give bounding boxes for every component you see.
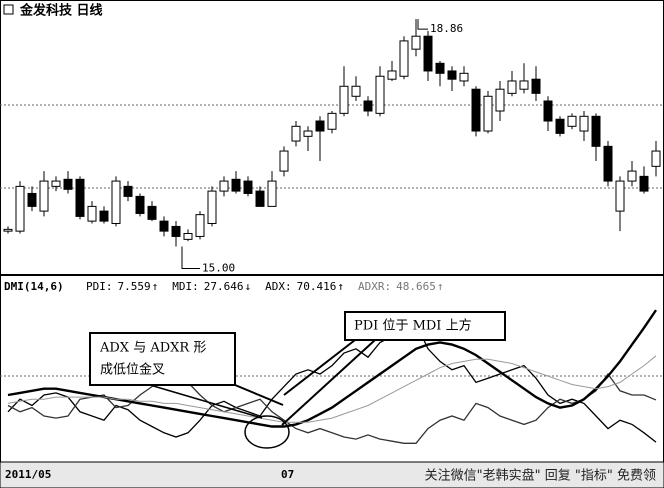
candle-body [219,180,229,192]
candle-body [231,178,241,192]
candle-body [519,80,529,90]
legend-value: 7.559 [118,280,151,293]
candle-body [483,95,493,132]
legend-trend: ↑ [152,280,159,293]
candle-body [255,190,265,207]
candle-body [63,178,73,190]
candle-body [147,205,157,220]
candle-body [339,85,349,114]
time-axis [0,461,664,488]
candle-body [399,40,409,77]
candle-body [615,180,625,212]
candle-body [279,150,289,172]
candle-body [351,85,361,97]
arrow [283,339,356,396]
candle-body [51,180,61,187]
indicator-label: DMI(14,6) [4,280,64,293]
candle-body [207,190,217,224]
candle-body [507,80,517,94]
candle-body [363,100,373,112]
legend-value: 27.646 [204,280,244,293]
candle-body [267,180,277,207]
candle-body [135,195,145,214]
candle-body [123,185,133,197]
candle-body [651,150,661,167]
annotation-box [344,311,506,341]
low-label: 15.00 [202,261,235,274]
indicator-line [7,322,657,443]
candle-body [3,228,13,232]
indicator-line [7,372,657,444]
candle-body [567,115,577,127]
arrow [234,384,284,406]
high-label: 18.86 [430,22,463,35]
candle-body [591,115,601,147]
candle-body [375,75,385,114]
legend-name: PDI: [86,280,113,293]
watermark: 关注微信"老韩实盘" 回复 "指标" 免费领 [425,468,656,484]
indicator-line [7,355,657,423]
candle-body [171,225,181,237]
legend-value: 48.665 [396,280,436,293]
legend-name: MDI: [172,280,199,293]
candle-body [75,178,85,217]
legend-name: ADXR: [358,280,391,293]
candle-body [99,210,109,222]
candle-body [627,170,637,182]
candle-body [243,180,253,194]
candle-body [183,232,193,240]
candle-body [291,125,301,142]
legend-trend: ↑ [437,280,444,293]
arrow [281,339,376,426]
highlight-ellipse [244,415,290,449]
candle-body [555,118,565,134]
legend-trend: ↓ [245,280,252,293]
candle-body [495,88,505,112]
candle-body [15,185,25,232]
candle-body [603,145,613,182]
candle-body [159,220,169,232]
legend-trend: ↑ [337,280,344,293]
candle-body [303,130,313,137]
candle-body [435,62,445,74]
chart-title: 金发科技 日线 [19,3,103,19]
candle-body [579,115,589,132]
candle-body [195,214,205,237]
candle-body [543,100,553,122]
candle-body [411,35,421,50]
annotation-box [89,332,236,386]
candle-body [39,180,49,212]
candle-body [471,88,481,132]
candle-body [87,205,97,222]
arrow [149,384,263,419]
annotation-text: ADX 与 ADXR 形 [99,341,206,356]
annotation-text: PDI 位于 MDI 上方 [354,318,472,334]
candle-body [423,35,433,72]
annotation-arrow [417,19,428,30]
candle-body [111,180,121,224]
candle-body [327,112,337,130]
candle-body [315,120,325,132]
legend-name: ADX: [265,280,292,293]
candle-body [387,70,397,80]
annotation-arrow [181,246,200,269]
legend-value: 70.416 [297,280,337,293]
x-tick-label: 07 [281,468,294,481]
candle-body [531,78,541,94]
candle-body [639,175,649,192]
candle-body [459,72,469,82]
candle-body [447,70,457,80]
x-tick-label: 2011/05 [5,468,51,481]
icon [3,4,14,15]
candle-body [27,192,37,207]
annotation-text: 成低位金叉 [100,362,165,378]
